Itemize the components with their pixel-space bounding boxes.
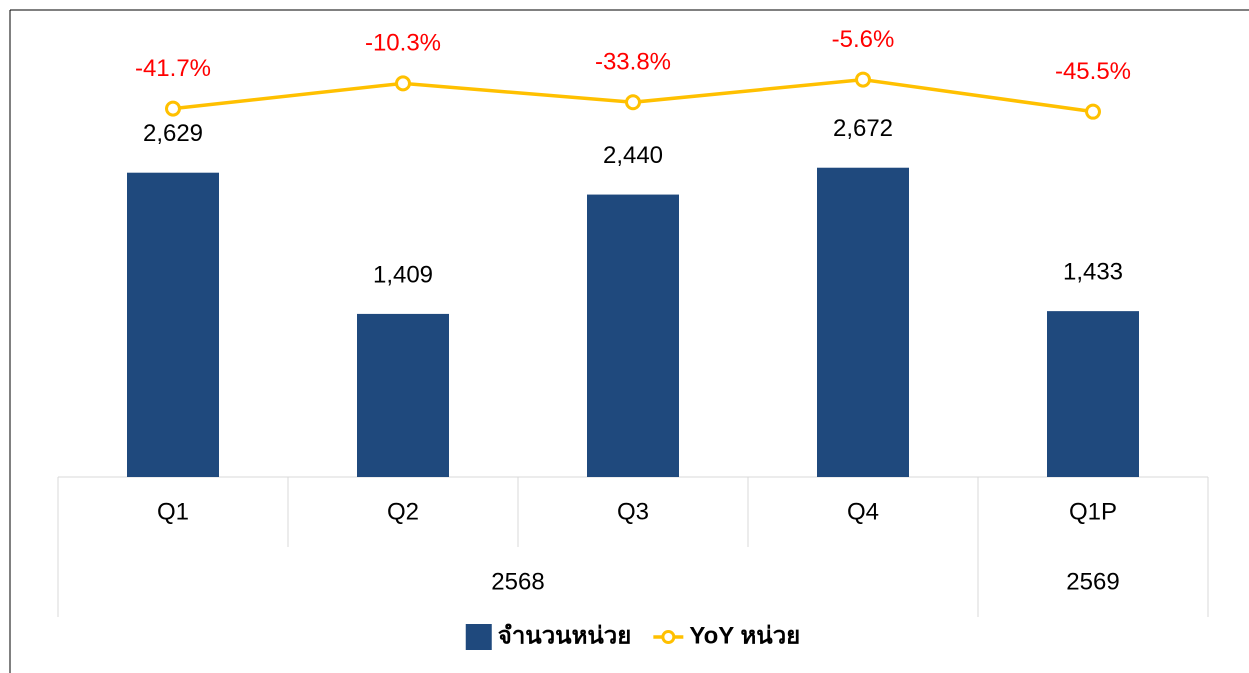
bar-value-label: 1,409 [373, 261, 433, 288]
bar [357, 313, 449, 477]
line-marker [855, 71, 871, 88]
bar [587, 194, 679, 477]
bar-value-label: 2,629 [143, 120, 203, 147]
x-tick-label: Q2 [387, 498, 419, 525]
bar [1047, 311, 1139, 477]
legend-label: จำนวนหน่วย [498, 622, 632, 649]
line-marker [625, 94, 641, 111]
line-marker [165, 100, 181, 117]
bar-value-label: 2,672 [833, 115, 893, 142]
line-value-label: -33.8% [595, 49, 671, 76]
x-tick-label: Q4 [847, 498, 879, 525]
bar [817, 167, 909, 477]
legend-label: YoY หน่วย [689, 622, 800, 649]
legend-swatch [661, 630, 676, 644]
line-value-label: -45.5% [1055, 58, 1131, 85]
line-value-label: -10.3% [365, 30, 441, 57]
group-label: 2568 [491, 568, 544, 595]
bar-value-label: 2,440 [603, 142, 663, 169]
line-marker [1085, 103, 1101, 120]
bar-value-label: 1,433 [1063, 258, 1123, 285]
line-value-label: -5.6% [832, 26, 895, 53]
x-tick-label: Q1P [1069, 498, 1117, 525]
x-tick-label: Q1 [157, 498, 189, 525]
bar [127, 172, 219, 478]
line-marker [395, 75, 411, 92]
line-value-label: -41.7% [135, 55, 211, 82]
group-label: 2569 [1066, 568, 1119, 595]
legend-swatch [465, 624, 492, 650]
x-tick-label: Q3 [617, 498, 649, 525]
